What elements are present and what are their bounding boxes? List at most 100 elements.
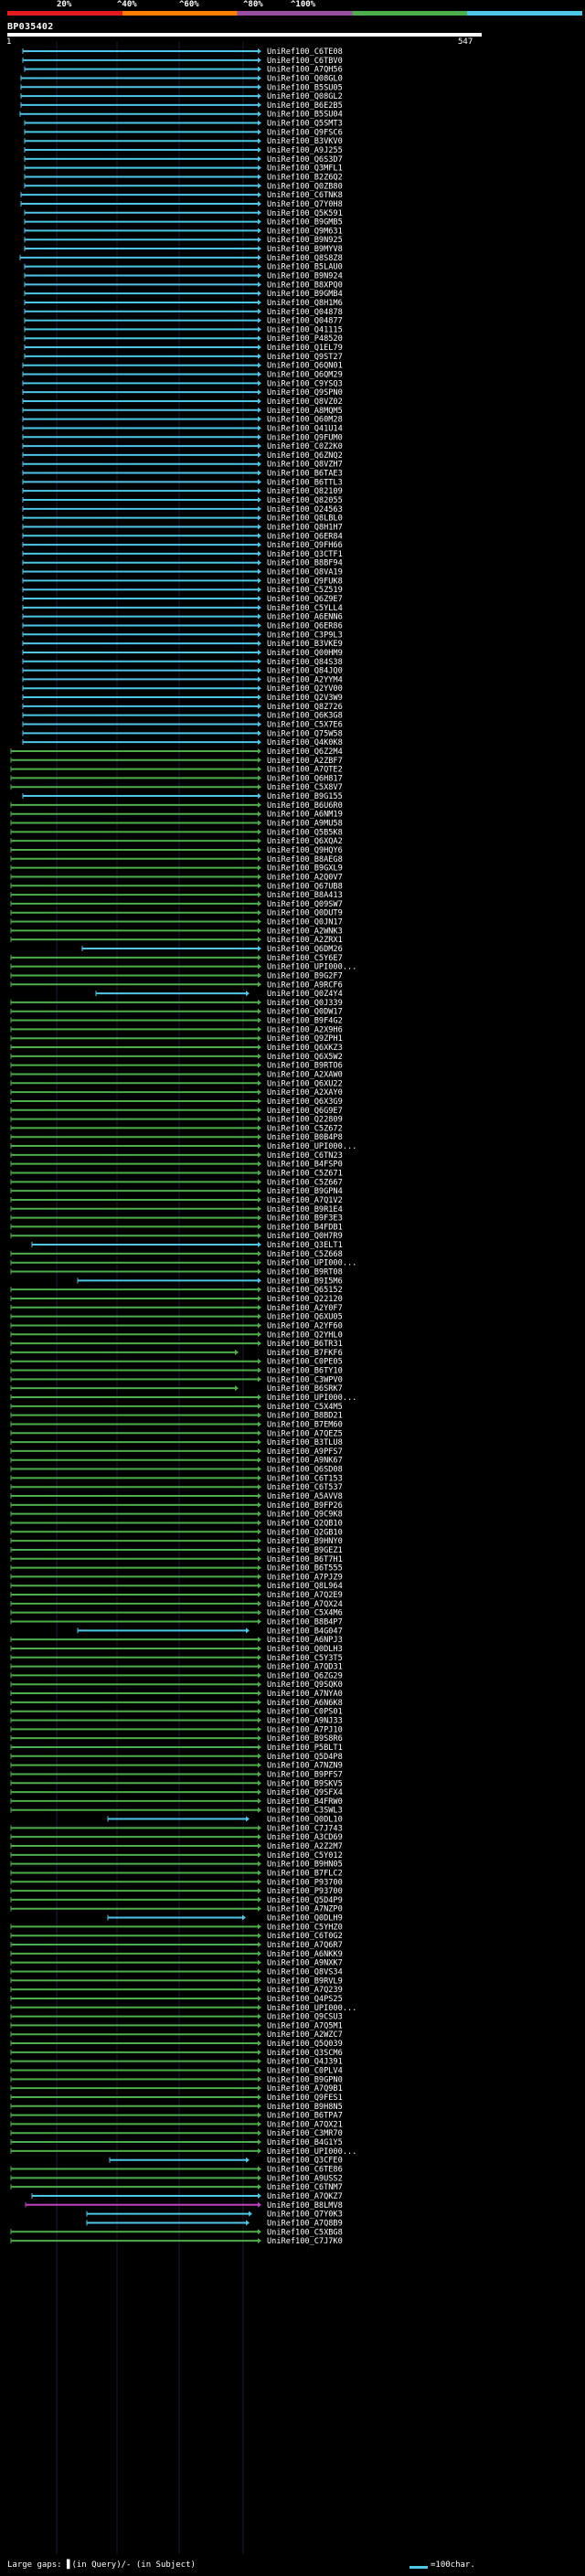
hit-row[interactable]: UniRef100_A2X9H6	[10, 1025, 343, 1034]
hit-row[interactable]: UniRef100_Q0DL10	[107, 1816, 343, 1825]
hit-row[interactable]: UniRef100_B0B4P8	[10, 1133, 343, 1142]
hit-row[interactable]: UniRef100_P5BLT1	[10, 1744, 343, 1753]
hit-row[interactable]: UniRef100_Q0DW17	[10, 1008, 343, 1017]
hit-row[interactable]: UniRef100_Q6QN01	[22, 362, 343, 371]
hit-row[interactable]: UniRef100_Q6DM26	[81, 945, 343, 954]
hit-row[interactable]: UniRef100_B8XPQ0	[24, 281, 343, 290]
hit-row[interactable]: UniRef100_A6NKK9	[10, 1950, 343, 1959]
hit-row[interactable]: UniRef100_B9S8R6	[10, 1734, 343, 1744]
hit-row[interactable]: UniRef100_B9H8N5	[10, 2103, 343, 2112]
hit-row[interactable]: UniRef100_B9PFS7	[10, 1770, 343, 1779]
hit-row[interactable]: UniRef100_Q6ZG29	[10, 1671, 343, 1680]
hit-row[interactable]: UniRef100_A2YF60	[10, 1321, 343, 1330]
hit-row[interactable]: UniRef100_A9J255	[24, 146, 343, 155]
hit-row[interactable]: UniRef100_B6T7H1	[10, 1555, 343, 1564]
hit-row[interactable]: UniRef100_C5X4M5	[10, 1403, 343, 1412]
hit-row[interactable]: UniRef100_C6TN23	[10, 1151, 343, 1161]
hit-row[interactable]: UniRef100_Q9M631	[24, 227, 343, 236]
hit-row[interactable]: UniRef100_Q8VA19	[22, 568, 343, 578]
hit-row[interactable]: UniRef100_B6TPA7	[10, 2112, 343, 2121]
hit-row[interactable]: UniRef100_Q9SFX4	[10, 1788, 343, 1797]
hit-row[interactable]: UniRef100_UPI000...	[10, 2004, 356, 2013]
hit-row[interactable]: UniRef100_B9HNY0	[10, 1537, 343, 1546]
hit-row[interactable]: UniRef100_A7Q1V2	[10, 1196, 343, 1205]
hit-row[interactable]: UniRef100_C6T153	[10, 1474, 343, 1483]
hit-row[interactable]: UniRef100_Q9FUM0	[22, 433, 343, 442]
hit-row[interactable]: UniRef100_C5YHZ0	[10, 1923, 343, 1932]
hit-row[interactable]: UniRef100_Q08GL0	[20, 74, 343, 83]
hit-row[interactable]: UniRef100_Q4PS25	[10, 1995, 343, 2004]
hit-row[interactable]: UniRef100_A7PJ10	[10, 1725, 343, 1734]
hit-row[interactable]: UniRef100_B6TY10	[10, 1367, 343, 1376]
hit-row[interactable]: UniRef100_B9R1E4	[10, 1205, 343, 1214]
hit-row[interactable]: UniRef100_Q5D4P9	[10, 1896, 343, 1905]
hit-row[interactable]: UniRef100_Q3ELT1	[31, 1241, 343, 1250]
hit-row[interactable]: UniRef100_C3MR70	[10, 2129, 343, 2138]
hit-row[interactable]: UniRef100_C5Z667	[10, 1178, 343, 1187]
hit-row[interactable]: UniRef100_A9NK67	[10, 1457, 343, 1466]
hit-row[interactable]: UniRef100_C5YLL4	[22, 604, 343, 613]
hit-row[interactable]: UniRef100_UPI000...	[10, 1142, 356, 1151]
hit-row[interactable]: UniRef100_A7Q239	[10, 1986, 343, 1995]
hit-row[interactable]: UniRef100_A2Y0F7	[10, 1304, 343, 1313]
hit-row[interactable]: UniRef100_B6TTL3	[22, 478, 343, 487]
hit-row[interactable]: UniRef100_A7Q8B9	[86, 2219, 343, 2228]
hit-row[interactable]: UniRef100_C5X4M6	[10, 1609, 343, 1618]
hit-row[interactable]: UniRef100_A7QX21	[10, 2120, 343, 2129]
hit-row[interactable]: UniRef100_B9G2F7	[10, 971, 343, 981]
hit-row[interactable]: UniRef100_Q22809	[10, 1116, 343, 1125]
hit-row[interactable]: UniRef100_Q7Y0K3	[86, 2210, 343, 2220]
hit-row[interactable]: UniRef100_Q2V3W9	[22, 694, 343, 703]
hit-row[interactable]: UniRef100_A7NZP0	[10, 1905, 343, 1914]
hit-row[interactable]: UniRef100_Q0H7R9	[10, 1232, 343, 1241]
hit-row[interactable]: UniRef100_Q04878	[24, 308, 343, 317]
hit-row[interactable]: UniRef100_Q41U14	[22, 424, 343, 433]
hit-row[interactable]: UniRef100_Q4K0K8	[22, 738, 343, 747]
hit-row[interactable]: UniRef100_Q6QM29	[22, 371, 343, 380]
hit-row[interactable]: UniRef100_Q9C9K8	[10, 1511, 343, 1520]
hit-row[interactable]: UniRef100_A2ZBF7	[10, 757, 343, 766]
hit-row[interactable]: UniRef100_C0PS01	[10, 1708, 343, 1717]
hit-row[interactable]: UniRef100_Q82055	[22, 496, 343, 505]
hit-row[interactable]: UniRef100_Q6H817	[10, 774, 343, 783]
hit-row[interactable]: UniRef100_B9GPN4	[10, 1187, 343, 1196]
hit-row[interactable]: UniRef100_A2XAW0	[10, 1070, 343, 1079]
hit-row[interactable]: UniRef100_C5Y3T5	[10, 1654, 343, 1663]
hit-row[interactable]: UniRef100_B9RTO6	[10, 1062, 343, 1071]
hit-row[interactable]: UniRef100_A7QKZ7	[31, 2192, 343, 2201]
hit-row[interactable]: UniRef100_Q67UB8	[10, 882, 343, 891]
hit-row[interactable]: UniRef100_A8MQM5	[22, 407, 343, 416]
hit-row[interactable]: UniRef100_B3VKE9	[22, 640, 343, 649]
hit-row[interactable]: UniRef100_C5Y6E7	[10, 954, 343, 963]
hit-row[interactable]: UniRef100_C6TBV0	[22, 57, 343, 66]
hit-row[interactable]: UniRef100_C9YSQ3	[22, 379, 343, 388]
hit-row[interactable]: UniRef100_Q04877	[24, 317, 343, 326]
hit-row[interactable]: UniRef100_B9F4G2	[10, 1017, 343, 1026]
hit-row[interactable]: UniRef100_C3P9L3	[22, 631, 343, 640]
hit-row[interactable]: UniRef100_C6TE86	[10, 2166, 343, 2175]
hit-row[interactable]: UniRef100_Q9FH66	[22, 541, 343, 550]
hit-row[interactable]: UniRef100_Q6X3G9	[10, 1097, 343, 1107]
hit-row[interactable]: UniRef100_B9G155	[22, 792, 343, 801]
hit-row[interactable]: UniRef100_B3TLU8	[10, 1438, 343, 1447]
hit-row[interactable]: UniRef100_C6TNK8	[20, 191, 343, 200]
hit-row[interactable]: UniRef100_B9GXL9	[10, 864, 343, 874]
hit-row[interactable]: UniRef100_C5Y012	[10, 1851, 343, 1860]
hit-row[interactable]: UniRef100_Q3CFE0	[109, 2157, 343, 2166]
hit-row[interactable]: UniRef100_B9RT08	[10, 1268, 343, 1277]
hit-row[interactable]: UniRef100_B6T555	[10, 1564, 343, 1574]
hit-row[interactable]: UniRef100_B3VKV0	[24, 137, 343, 146]
hit-row[interactable]: UniRef100_B9GMB5	[24, 218, 343, 228]
hit-row[interactable]: UniRef100_A7NZN9	[10, 1762, 343, 1771]
hit-row[interactable]: UniRef100_A9USS2	[10, 2174, 343, 2183]
hit-row[interactable]: UniRef100_A9MU58	[10, 820, 343, 829]
hit-row[interactable]: UniRef100_Q2YHL0	[10, 1330, 343, 1340]
hit-row[interactable]: UniRef100_Q7Y0H8	[20, 200, 343, 209]
hit-row[interactable]: UniRef100_Q09SW7	[10, 900, 343, 909]
hit-row[interactable]: UniRef100_Q84S38	[22, 658, 343, 667]
hit-row[interactable]: UniRef100_Q84JQ0	[22, 667, 343, 676]
hit-row[interactable]: UniRef100_A7QH56	[24, 66, 343, 75]
hit-row[interactable]: UniRef100_A9NJ33	[10, 1717, 343, 1726]
hit-row[interactable]: UniRef100_Q3MFL1	[24, 164, 343, 174]
hit-row[interactable]: UniRef100_A7QD31	[10, 1663, 343, 1672]
